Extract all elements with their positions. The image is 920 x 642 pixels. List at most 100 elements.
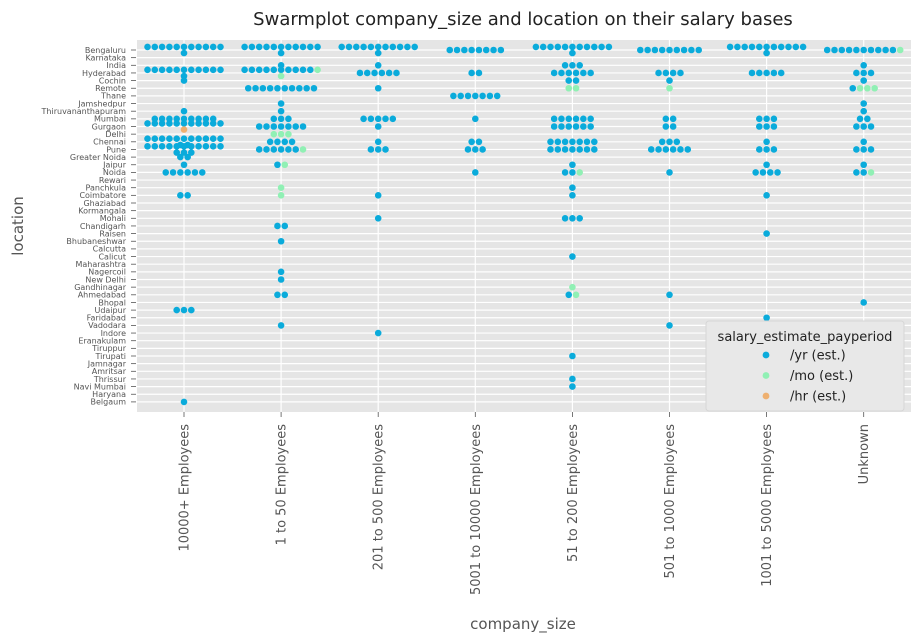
swarm-point-yr bbox=[763, 43, 770, 51]
swarm-point-yr bbox=[151, 120, 159, 127]
swarm-point-yr bbox=[662, 69, 670, 77]
swarm-point-yr bbox=[166, 66, 173, 74]
swarm-point-mo bbox=[270, 130, 278, 138]
swarm-point-yr bbox=[180, 161, 188, 169]
swarm-point-yr bbox=[274, 84, 281, 92]
swarm-point-yr bbox=[860, 69, 867, 77]
swarm-point-yr bbox=[374, 84, 382, 92]
swarm-point-yr bbox=[748, 43, 756, 51]
swarm-point-yr bbox=[554, 138, 562, 146]
swarm-point-yr bbox=[726, 43, 734, 51]
swarm-point-yr bbox=[777, 69, 785, 77]
swarm-point-yr bbox=[166, 135, 173, 142]
x-tick-label: Unknown bbox=[857, 424, 872, 484]
swarm-point-yr bbox=[666, 77, 673, 84]
swarm-point-yr bbox=[741, 43, 748, 51]
swarm-point-yr bbox=[209, 115, 217, 123]
swarm-point-yr bbox=[166, 120, 173, 127]
swarm-point-yr bbox=[209, 143, 217, 150]
swarm-point-yr bbox=[180, 143, 188, 150]
swarm-point-yr bbox=[367, 115, 375, 123]
swarm-point-yr bbox=[374, 115, 382, 123]
swarm-point-yr bbox=[241, 66, 248, 74]
y-tick-label: Mohali bbox=[100, 214, 126, 223]
y-tick-label: Ahmedabad bbox=[78, 291, 126, 300]
swarm-point-yr bbox=[255, 123, 263, 130]
swarm-point-yr bbox=[763, 314, 770, 322]
swarm-point-yr bbox=[677, 69, 684, 77]
legend-title: salary_estimate_payperiod bbox=[718, 330, 893, 345]
y-tick-label: Chandigarh bbox=[80, 222, 126, 231]
swarm-point-yr bbox=[374, 62, 382, 69]
swarm-point-yr bbox=[669, 69, 677, 77]
swarm-point-yr bbox=[255, 146, 263, 153]
swarm-point-yr bbox=[662, 123, 670, 130]
swarm-point-yr bbox=[845, 46, 853, 54]
swarm-point-yr bbox=[195, 143, 202, 150]
swarm-point-yr bbox=[188, 306, 195, 314]
y-tick-label: Belgaum bbox=[91, 398, 127, 407]
swarm-point-yr bbox=[374, 123, 382, 130]
swarm-point-yr bbox=[158, 115, 166, 123]
swarm-point-yr bbox=[539, 43, 547, 51]
swarm-point-yr bbox=[195, 135, 202, 142]
y-tick-label: Haryana bbox=[92, 390, 126, 399]
swarm-point-yr bbox=[576, 215, 583, 222]
swarm-point-yr bbox=[569, 375, 576, 383]
swarm-point-yr bbox=[569, 169, 576, 176]
swarm-point-yr bbox=[277, 107, 285, 115]
swarm-point-yr bbox=[244, 84, 252, 92]
swarm-point-yr bbox=[144, 43, 151, 51]
data-points bbox=[144, 43, 904, 406]
swarm-point-yr bbox=[763, 115, 770, 123]
swarm-point-yr bbox=[209, 135, 217, 142]
swarm-point-yr bbox=[558, 69, 565, 77]
swarm-point-yr bbox=[195, 66, 202, 74]
x-tick-label: 501 to 1000 Employees bbox=[663, 424, 678, 579]
swarm-point-yr bbox=[468, 46, 475, 54]
y-tick-label: Greater Noida bbox=[70, 153, 126, 162]
y-tick-label: Faridabad bbox=[87, 314, 126, 323]
swarm-point-yr bbox=[385, 69, 393, 77]
swarm-point-yr bbox=[763, 138, 770, 146]
swarm-point-yr bbox=[666, 46, 673, 54]
swarm-point-yr bbox=[356, 69, 364, 77]
swarm-point-yr bbox=[389, 43, 397, 51]
swarm-point-yr bbox=[195, 120, 202, 127]
swarm-point-yr bbox=[169, 169, 177, 176]
swarm-point-yr bbox=[637, 46, 644, 54]
swarm-point-yr bbox=[867, 69, 875, 77]
swarm-point-yr bbox=[252, 84, 259, 92]
swarm-point-yr bbox=[177, 153, 184, 161]
swarm-point-yr bbox=[270, 115, 278, 123]
y-tick-label: Chennai bbox=[93, 138, 126, 147]
swarm-point-yr bbox=[867, 123, 875, 130]
swarm-point-yr bbox=[374, 192, 382, 199]
swarm-point-yr bbox=[569, 352, 576, 360]
swarm-point-yr bbox=[158, 143, 166, 150]
legend-marker bbox=[762, 351, 770, 359]
swarm-point-yr bbox=[266, 138, 274, 146]
swarm-point-yr bbox=[532, 43, 540, 51]
swarm-point-yr bbox=[853, 123, 860, 130]
swarm-point-yr bbox=[569, 43, 576, 51]
swarm-point-yr bbox=[382, 43, 389, 51]
swarm-point-yr bbox=[277, 62, 285, 69]
swarm-point-yr bbox=[583, 138, 591, 146]
swarm-point-mo bbox=[299, 146, 307, 153]
swarm-point-yr bbox=[591, 146, 598, 153]
swarm-point-yr bbox=[277, 276, 285, 283]
swarm-point-yr bbox=[569, 62, 576, 69]
swarm-point-yr bbox=[569, 192, 576, 199]
x-axis-label: company_size bbox=[470, 615, 576, 634]
swarm-point-yr bbox=[180, 149, 188, 156]
swarm-point-yr bbox=[277, 268, 285, 276]
swarm-point-mo bbox=[871, 84, 878, 92]
swarm-point-yr bbox=[482, 46, 490, 54]
swarm-point-yr bbox=[734, 43, 741, 51]
swarm-point-yr bbox=[277, 43, 285, 51]
swarm-point-yr bbox=[266, 84, 274, 92]
swarm-point-yr bbox=[493, 92, 501, 100]
swarm-point-yr bbox=[367, 43, 375, 51]
swarm-point-yr bbox=[180, 398, 188, 406]
